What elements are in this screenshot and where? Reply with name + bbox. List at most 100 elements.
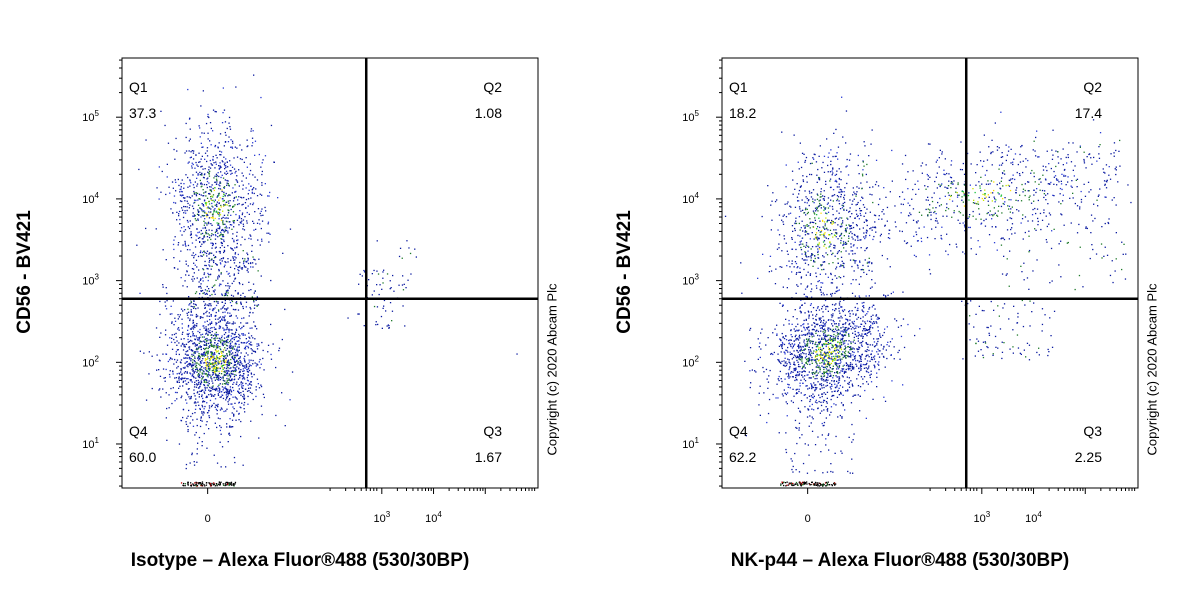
event-dot — [788, 343, 790, 345]
event-dot — [201, 183, 203, 185]
event-dot — [219, 326, 222, 328]
event-dot — [364, 271, 366, 273]
event-dot — [762, 366, 764, 369]
event-dot — [212, 372, 215, 374]
event-dot — [829, 234, 831, 236]
event-dot — [806, 202, 808, 204]
event-dot — [838, 212, 840, 214]
event-dot — [232, 406, 234, 408]
event-dot — [788, 361, 790, 363]
event-dot — [221, 318, 223, 320]
event-dot — [383, 305, 385, 307]
event-dot — [191, 375, 193, 377]
event-dot — [813, 350, 815, 352]
event-dot — [841, 309, 844, 311]
event-dot — [227, 364, 229, 367]
event-dot — [275, 414, 277, 417]
event-dot — [829, 382, 831, 384]
event-dot — [201, 210, 203, 212]
event-dot — [213, 209, 215, 211]
event-dot — [793, 340, 795, 342]
event-dot — [206, 178, 208, 180]
event-dot — [835, 266, 838, 268]
event-dot — [178, 215, 180, 217]
event-dot — [827, 357, 829, 359]
event-dot — [820, 383, 823, 385]
event-dot — [240, 294, 242, 296]
event-dot — [818, 317, 820, 319]
event-dot — [874, 355, 876, 357]
event-dot — [173, 267, 176, 269]
event-dot — [185, 274, 187, 276]
event-dot — [802, 366, 804, 368]
event-dot — [199, 179, 201, 182]
event-dot — [208, 274, 210, 276]
event-dot — [847, 346, 849, 348]
event-dot — [869, 327, 871, 329]
event-dot — [821, 345, 824, 348]
event-dot — [810, 248, 812, 250]
event-dot — [828, 219, 830, 221]
event-dot — [200, 283, 202, 285]
event-dot — [833, 349, 836, 352]
event-dot — [847, 389, 849, 391]
event-dot — [185, 423, 188, 425]
event-dot — [196, 183, 199, 185]
event-dot — [823, 304, 825, 306]
event-dot — [192, 268, 195, 270]
event-dot — [198, 363, 200, 365]
event-dot — [189, 398, 191, 400]
event-dot — [836, 396, 839, 398]
event-dot — [213, 370, 215, 372]
event-dot — [840, 171, 842, 173]
event-dot — [836, 181, 838, 183]
event-dot — [842, 310, 844, 313]
event-dot — [204, 360, 206, 362]
event-dot — [248, 340, 250, 342]
event-dot — [165, 308, 168, 310]
event-dot — [229, 425, 231, 427]
event-dot — [225, 340, 227, 343]
event-dot — [186, 371, 188, 373]
event-dot — [238, 270, 240, 272]
event-dot — [226, 390, 228, 392]
y-tick-exponent: 4 — [95, 191, 100, 200]
event-dot — [232, 345, 234, 347]
event-dot — [831, 370, 833, 373]
event-dot — [206, 384, 209, 386]
event-dot — [234, 252, 237, 254]
event-dot — [760, 332, 762, 334]
event-dot — [216, 409, 218, 412]
event-dot — [798, 358, 800, 360]
event-dot — [234, 184, 236, 186]
event-dot — [257, 239, 259, 241]
event-dot — [206, 216, 208, 218]
event-dot — [234, 343, 236, 345]
event-dot — [828, 327, 830, 329]
event-dot — [228, 194, 230, 196]
event-dot — [180, 368, 182, 370]
event-dot — [827, 238, 830, 240]
event-dot — [192, 320, 194, 322]
event-dot — [233, 348, 235, 350]
event-dot — [857, 326, 860, 328]
event-dot — [179, 385, 181, 387]
event-dot — [188, 388, 190, 390]
event-dot — [219, 484, 221, 486]
event-dot — [218, 375, 220, 377]
event-dot — [202, 400, 204, 403]
event-dot — [817, 237, 819, 240]
event-dot — [221, 352, 223, 354]
event-dot — [230, 259, 232, 261]
event-dot — [209, 167, 212, 169]
event-dot — [209, 273, 212, 276]
event-dot — [819, 383, 821, 386]
event-dot — [178, 316, 180, 318]
event-dot — [849, 153, 852, 155]
event-dot — [209, 332, 211, 334]
event-dot — [798, 345, 800, 347]
event-dot — [184, 346, 186, 348]
event-dot — [842, 205, 845, 207]
event-dot — [215, 360, 217, 362]
event-dot — [191, 242, 194, 244]
